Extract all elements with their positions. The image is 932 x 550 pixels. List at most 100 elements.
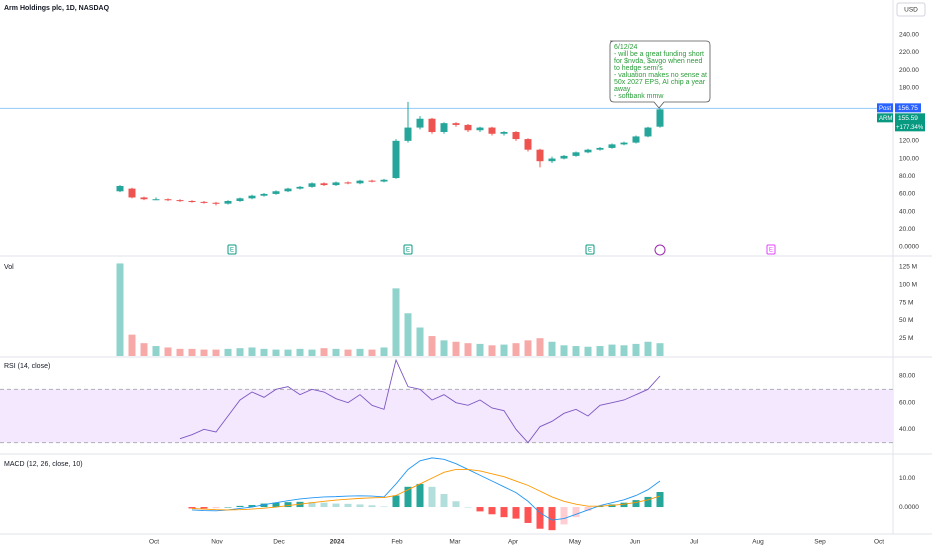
y-tick-label: 40.00 xyxy=(899,208,916,215)
candle-body xyxy=(320,183,328,186)
volume-bar xyxy=(572,346,580,356)
candle-body xyxy=(476,127,484,131)
volume-bar xyxy=(644,341,652,356)
histogram-bar xyxy=(452,501,460,508)
histogram-bar xyxy=(548,507,556,531)
volume-bar xyxy=(332,348,340,356)
histogram-bar xyxy=(524,507,532,523)
x-tick-label: Jun xyxy=(630,539,641,546)
candle-body xyxy=(512,132,520,140)
candle-body xyxy=(608,144,616,148)
candle-body xyxy=(644,127,652,137)
x-tick-label: Oct xyxy=(149,539,159,546)
candle-body xyxy=(536,149,544,162)
volume-bar xyxy=(308,349,316,356)
dividend-marker[interactable] xyxy=(654,244,666,256)
y-tick-label: 100 M xyxy=(899,282,917,289)
y-tick-label: 240.00 xyxy=(899,31,919,38)
histogram-bar xyxy=(320,502,328,508)
earnings-marker[interactable] xyxy=(403,244,413,255)
histogram-bar xyxy=(308,502,316,508)
y-tick-label: 120.00 xyxy=(899,138,919,145)
candle-body xyxy=(416,118,424,128)
candle-body xyxy=(632,136,640,143)
volume-bar xyxy=(488,345,496,356)
candle-body xyxy=(572,152,580,156)
y-tick-label: 40.00 xyxy=(899,426,916,433)
earnings-label: E xyxy=(406,248,410,254)
histogram-bar xyxy=(656,492,664,508)
rsi-line xyxy=(179,358,661,444)
volume-bar xyxy=(428,336,436,356)
volume-bar xyxy=(248,347,256,356)
earnings-marker[interactable] xyxy=(227,244,237,255)
y-tick-label: 200.00 xyxy=(899,67,919,74)
volume-bar xyxy=(140,343,148,356)
histogram-bar xyxy=(224,507,232,508)
currency-button[interactable] xyxy=(896,2,926,17)
last-label-bg xyxy=(877,113,893,123)
y-tick-label: 0.0000 xyxy=(899,244,919,251)
earnings-marker[interactable] xyxy=(766,244,776,255)
volume-bar xyxy=(500,344,508,356)
histogram-bar xyxy=(572,507,580,518)
candle-body xyxy=(236,198,244,201)
y-tick-label: 100.00 xyxy=(899,155,919,162)
post-price-bg xyxy=(895,103,921,113)
currency[interactable]: USD xyxy=(904,7,918,14)
volume-bar xyxy=(152,346,160,356)
post-label: Post xyxy=(879,106,891,112)
macd-line xyxy=(191,469,661,511)
volume-bar xyxy=(200,349,208,356)
earnings-marker[interactable] xyxy=(585,244,595,255)
candle-body xyxy=(464,124,472,131)
candle-body xyxy=(212,202,220,204)
candle-body xyxy=(188,201,196,202)
histogram-bar xyxy=(272,502,280,508)
volume-bar xyxy=(560,345,568,356)
candle-body xyxy=(560,155,568,159)
candle-body xyxy=(224,201,232,204)
histogram-bar xyxy=(380,506,388,508)
volume-bar xyxy=(212,349,220,356)
candle-body xyxy=(308,183,316,187)
volume-bar xyxy=(392,288,400,356)
last-label: ARM xyxy=(879,116,892,122)
histogram-bar xyxy=(560,507,568,525)
histogram-bar xyxy=(428,486,436,508)
volume-bar xyxy=(608,344,616,356)
volume-bar xyxy=(380,347,388,356)
volume-bar xyxy=(464,343,472,356)
post-price: 156.75 xyxy=(898,105,918,112)
volume-bar xyxy=(620,345,628,356)
candle-body xyxy=(356,180,364,184)
candle-body xyxy=(656,109,664,127)
histogram-bar xyxy=(248,505,256,508)
volume-bar xyxy=(368,349,376,356)
histogram-bar xyxy=(236,505,244,508)
candle-body xyxy=(428,118,436,132)
y-tick-label: 125 M xyxy=(899,264,917,271)
candle-body xyxy=(524,139,532,150)
x-tick-label: Apr xyxy=(508,539,519,546)
volume-bar xyxy=(656,343,664,356)
histogram-bar xyxy=(188,507,196,509)
y-tick-label: 0.0000 xyxy=(899,504,919,511)
y-tick-label: 220.00 xyxy=(899,49,919,56)
y-tick-label: 80.00 xyxy=(899,373,916,380)
volume-bar xyxy=(536,338,544,356)
pane-title: RSI (14, close) xyxy=(4,363,50,370)
volume-bar xyxy=(224,348,232,356)
volume-bar xyxy=(320,348,328,356)
histogram-bar xyxy=(368,505,376,508)
candle-body xyxy=(368,180,376,182)
candle-body xyxy=(140,197,148,200)
volume-bar xyxy=(548,341,556,356)
candle-body xyxy=(440,123,448,132)
last-price-bg xyxy=(895,113,925,132)
histogram-bar xyxy=(260,503,268,508)
candle-body xyxy=(284,188,292,192)
histogram-bar xyxy=(392,495,400,508)
histogram-bar xyxy=(500,507,508,518)
